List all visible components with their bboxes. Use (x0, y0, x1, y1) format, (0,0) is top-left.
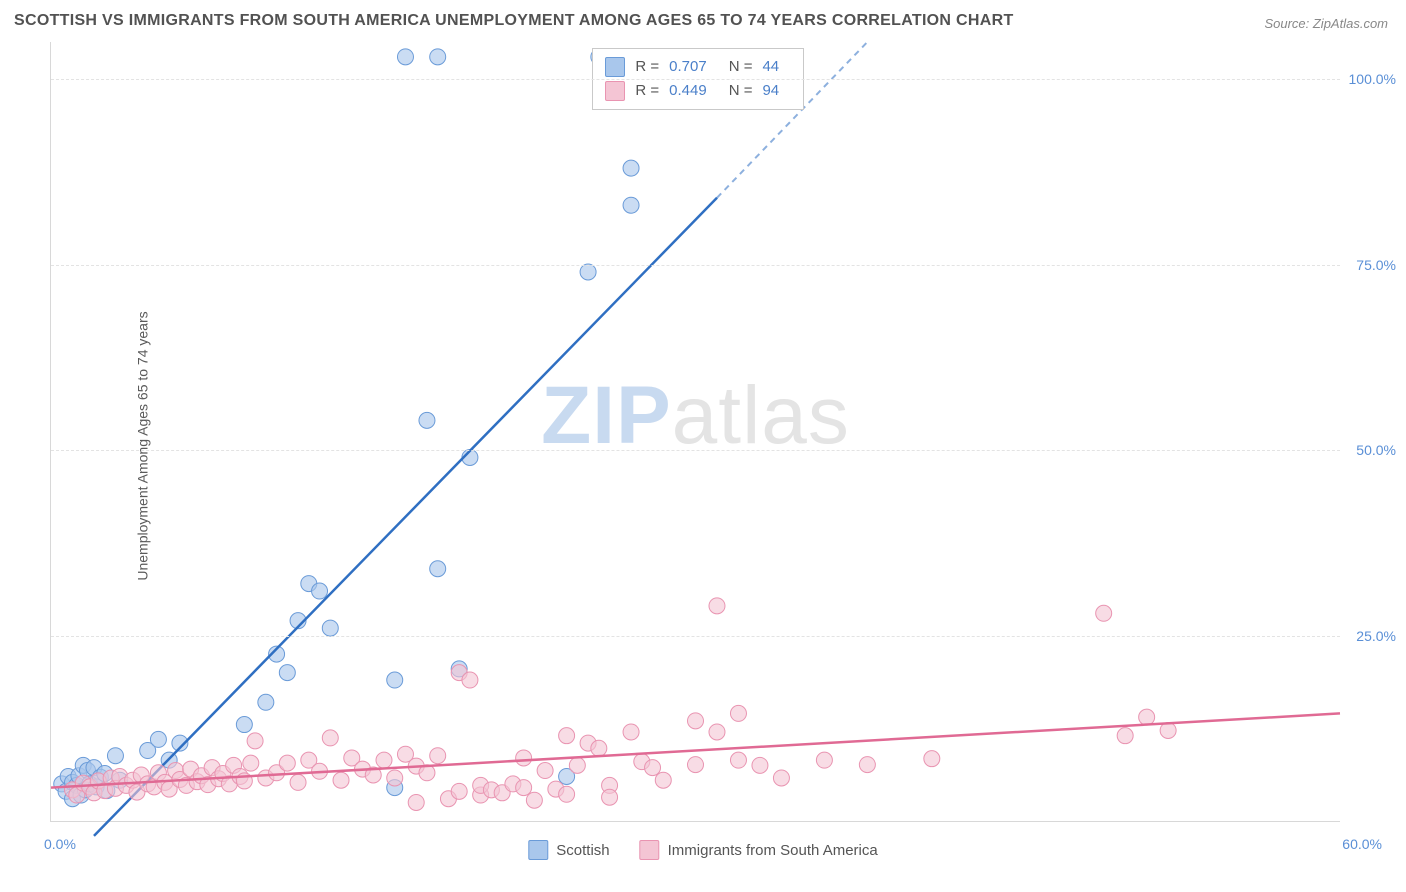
x-tick-max: 60.0% (1342, 836, 1382, 852)
y-tick-label: 25.0% (1356, 628, 1396, 644)
legend-swatch-scottish (528, 840, 548, 860)
swatch-immigrants (605, 81, 625, 101)
swatch-scottish (605, 57, 625, 77)
scatter-plot-svg (51, 42, 1340, 821)
x-tick-min: 0.0% (44, 836, 76, 852)
stat-n-label: N = (729, 55, 753, 79)
stat-n-value-immigrants: 94 (762, 79, 779, 103)
stat-r-value-scottish: 0.707 (669, 55, 707, 79)
y-tick-label: 50.0% (1356, 442, 1396, 458)
legend-item-immigrants: Immigrants from South America (640, 840, 878, 860)
source-attribution: Source: ZipAtlas.com (1264, 16, 1388, 31)
stat-r-label: R = (635, 55, 659, 79)
y-tick-label: 100.0% (1349, 71, 1396, 87)
stat-r-label: R = (635, 79, 659, 103)
chart-title: SCOTTISH VS IMMIGRANTS FROM SOUTH AMERIC… (14, 12, 1014, 30)
stat-r-value-immigrants: 0.449 (669, 79, 707, 103)
stat-n-value-scottish: 44 (762, 55, 779, 79)
legend-swatch-immigrants (640, 840, 660, 860)
legend-label-scottish: Scottish (556, 842, 609, 859)
bottom-legend: Scottish Immigrants from South America (528, 840, 877, 860)
legend-item-scottish: Scottish (528, 840, 609, 860)
y-tick-label: 75.0% (1356, 257, 1396, 273)
stats-row-scottish: R = 0.707 N = 44 (605, 55, 791, 79)
plot-area: ZIPatlas R = 0.707 N = 44 R = 0.449 N = … (50, 42, 1340, 822)
stats-row-immigrants: R = 0.449 N = 94 (605, 79, 791, 103)
stat-n-label: N = (729, 79, 753, 103)
legend-label-immigrants: Immigrants from South America (668, 842, 878, 859)
